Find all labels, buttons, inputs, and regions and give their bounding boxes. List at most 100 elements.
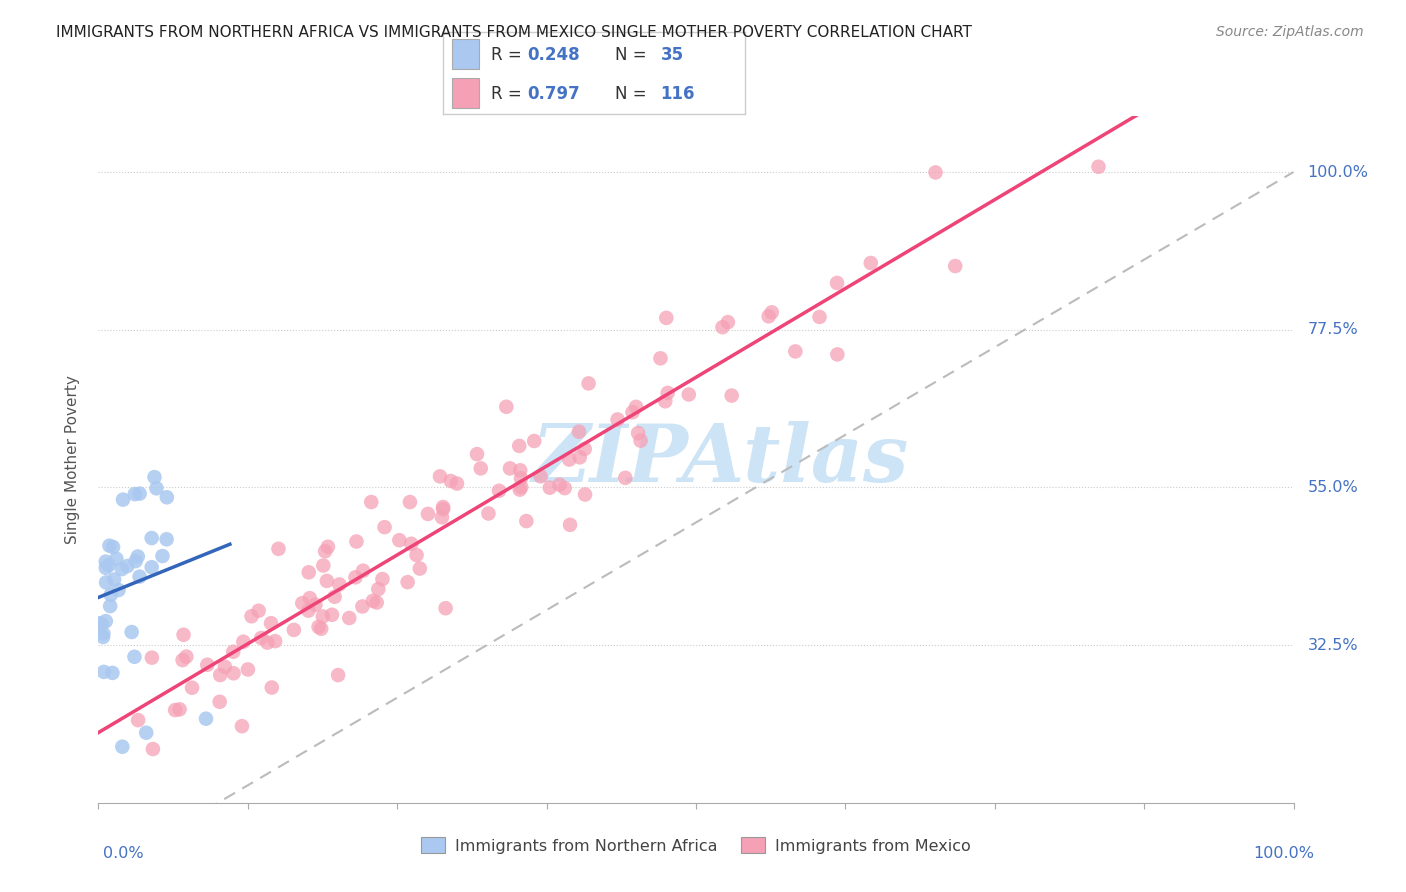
Point xyxy=(247,604,270,618)
Point xyxy=(304,598,326,612)
Text: N =: N = xyxy=(616,85,647,103)
Point xyxy=(371,572,394,586)
Point xyxy=(943,259,966,273)
Text: 100.0%: 100.0% xyxy=(1254,847,1315,861)
Point xyxy=(568,450,591,465)
Point xyxy=(260,616,283,631)
Point xyxy=(297,604,319,618)
Point xyxy=(181,681,204,695)
Point xyxy=(283,623,305,637)
Point xyxy=(344,570,367,584)
Point xyxy=(432,502,454,516)
Point xyxy=(434,601,457,615)
Point xyxy=(624,400,647,414)
Point xyxy=(346,534,368,549)
Point xyxy=(93,665,115,679)
Point xyxy=(222,645,245,659)
Point xyxy=(630,434,652,448)
Point xyxy=(145,481,167,495)
Point xyxy=(100,588,122,602)
Point xyxy=(416,507,439,521)
Text: 0.248: 0.248 xyxy=(527,46,581,64)
Point xyxy=(509,483,531,497)
Point xyxy=(554,481,576,495)
Point xyxy=(195,712,218,726)
Point xyxy=(361,594,384,608)
Point xyxy=(97,558,120,573)
Point xyxy=(101,665,124,680)
Point xyxy=(488,483,510,498)
Point xyxy=(135,725,157,739)
Point xyxy=(141,531,163,545)
Point xyxy=(717,315,740,329)
Point xyxy=(606,412,628,426)
Point xyxy=(558,452,581,467)
Point xyxy=(761,305,783,319)
Point xyxy=(111,562,134,576)
Text: Source: ZipAtlas.com: Source: ZipAtlas.com xyxy=(1216,25,1364,39)
Point xyxy=(538,481,561,495)
Point xyxy=(309,622,332,636)
Point xyxy=(523,434,546,448)
Point xyxy=(298,566,321,580)
Point xyxy=(94,555,117,569)
Point xyxy=(222,666,245,681)
Point xyxy=(509,463,531,477)
Point xyxy=(399,537,422,551)
Text: R =: R = xyxy=(491,46,522,64)
Point xyxy=(93,626,115,640)
Point xyxy=(124,554,146,568)
Point xyxy=(446,476,468,491)
Text: 55.0%: 55.0% xyxy=(1308,480,1358,495)
Point xyxy=(124,487,146,501)
Point xyxy=(924,165,946,179)
Point xyxy=(308,620,330,634)
Point xyxy=(808,310,831,324)
Point xyxy=(614,471,637,485)
Text: 0.797: 0.797 xyxy=(527,85,581,103)
Point xyxy=(209,668,232,682)
Point xyxy=(169,702,191,716)
Text: N =: N = xyxy=(616,46,647,64)
Point xyxy=(859,256,882,270)
Point xyxy=(678,387,700,401)
Point xyxy=(124,649,146,664)
Point xyxy=(399,495,422,509)
Point xyxy=(127,549,149,564)
Text: 100.0%: 100.0% xyxy=(1308,164,1368,179)
Point xyxy=(312,558,335,573)
Point xyxy=(176,649,198,664)
Point xyxy=(657,385,679,400)
Point xyxy=(260,681,283,695)
Point xyxy=(312,609,335,624)
Point xyxy=(510,471,533,485)
Point xyxy=(785,344,807,359)
Point xyxy=(758,310,780,324)
Point xyxy=(430,510,453,524)
Point xyxy=(323,590,346,604)
Point xyxy=(101,540,124,554)
Point xyxy=(314,544,336,558)
Point xyxy=(141,560,163,574)
Point xyxy=(264,634,287,648)
Point xyxy=(152,549,174,563)
Point xyxy=(328,577,350,591)
Point xyxy=(127,713,149,727)
Point xyxy=(94,575,117,590)
Point xyxy=(111,492,134,507)
Point xyxy=(405,548,427,562)
Text: R =: R = xyxy=(491,85,522,103)
Point xyxy=(574,442,596,456)
Point xyxy=(155,533,177,547)
Text: 35: 35 xyxy=(661,46,683,64)
Point xyxy=(388,533,411,548)
Point xyxy=(141,650,163,665)
Point xyxy=(465,447,488,461)
Text: IMMIGRANTS FROM NORTHERN AFRICA VS IMMIGRANTS FROM MEXICO SINGLE MOTHER POVERTY : IMMIGRANTS FROM NORTHERN AFRICA VS IMMIG… xyxy=(56,25,972,40)
Point xyxy=(367,582,389,596)
Point xyxy=(432,500,454,514)
Point xyxy=(256,635,278,649)
Point xyxy=(499,461,522,475)
Point xyxy=(360,495,382,509)
Point xyxy=(558,517,581,532)
